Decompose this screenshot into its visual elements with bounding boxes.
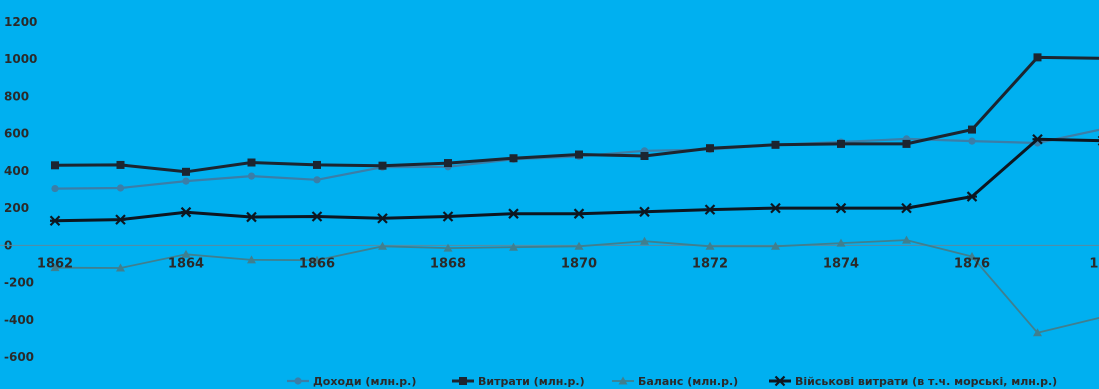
data-point [116,184,125,192]
data-point [902,235,911,244]
data-point [967,252,977,260]
legend-swatch-marker [294,377,302,385]
data-point [509,242,518,251]
y-tick-label: 200 [4,201,29,215]
x-tick-label: 1864 [168,256,204,271]
legend-item: Витрати (млн.р.) [452,375,585,388]
series-2 [51,53,1099,176]
data-point [770,202,781,214]
data-point [182,167,190,176]
legend: Доходи (млн.р.) Витрати (млн.р.) Баланс (м… [287,375,1057,388]
data-point [311,211,323,222]
y-tick-label: 600 [4,127,29,141]
data-point [180,206,192,218]
y-tick-label: 400 [4,164,29,178]
x-axis-tick-labels: 1862 1864 1866 1868 1870 1872 1874 1876 187 [37,256,1099,271]
y-tick-label: -600 [4,350,34,364]
y-tick-label: -400 [4,313,34,327]
data-point [116,263,125,272]
data-point [509,154,518,163]
data-point [706,144,714,153]
y-tick-label: -200 [4,276,34,290]
data-point [377,213,388,224]
data-point [1033,53,1042,62]
data-point [901,202,912,214]
data-point [115,214,126,225]
data-point [181,249,191,258]
data-point [835,202,847,214]
data-point [968,125,976,134]
y-tick-label: 800 [4,89,29,103]
legend-label: Витрати (млн.р.) [478,375,585,388]
legend-label: Доходи (млн.р.) [313,375,416,388]
data-point [639,206,650,218]
data-point [49,215,61,227]
data-point [966,191,978,202]
data-point [640,236,649,245]
series-4 [49,133,1099,227]
data-point [246,211,257,223]
legend-label: Військові витрати (в т.ч. морські, млн.р… [795,375,1057,388]
data-point [313,176,321,184]
y-tick-label: 1000 [4,52,37,66]
data-point [378,161,387,170]
data-point [508,208,519,219]
series-3 [50,235,1099,337]
x-tick-label: 1876 [954,256,990,271]
data-point [247,255,256,264]
data-point [771,140,780,149]
legend-item: Доходи (млн.р.) [287,375,416,388]
legend-item: Баланс (млн.р.) [612,375,738,388]
data-point [575,150,583,159]
data-point [444,159,452,168]
data-point [1032,133,1043,145]
data-point [442,211,454,222]
legend-item: Військові витрати (в т.ч. морські, млн.р… [769,375,1057,388]
legend-label: Баланс (млн.р.) [638,375,738,388]
legend-swatch-marker [618,376,628,385]
data-point [836,238,846,247]
x-tick-label: 1868 [430,256,466,271]
data-point [1033,328,1042,337]
data-point [640,152,649,160]
x-tick-label: 1874 [823,256,859,271]
x-tick-label: 1862 [37,256,73,271]
data-point [247,172,256,180]
data-point [771,241,780,250]
legend-swatch-marker [774,375,786,387]
x-tick-label: 1870 [561,256,597,271]
data-point [247,158,256,167]
data-point [573,208,585,219]
x-tick-label: 1872 [692,256,728,271]
data-point [443,243,453,252]
data-point [51,161,59,170]
data-point [704,204,716,215]
x-tick-label: 1866 [299,256,335,271]
y-tick-label: 1200 [4,15,37,29]
data-point [116,160,125,169]
data-point [313,160,321,169]
data-point [968,137,976,145]
data-point [182,177,190,185]
data-point [51,184,59,193]
data-point [378,241,387,250]
data-point [312,255,322,264]
x-tick-label: 187 [1089,256,1099,271]
legend-swatch-marker [459,377,467,385]
data-point [574,241,584,250]
data-point [902,139,911,148]
series-layer [49,53,1099,337]
data-point [50,263,60,272]
data-point [705,241,715,250]
data-point [837,139,845,148]
